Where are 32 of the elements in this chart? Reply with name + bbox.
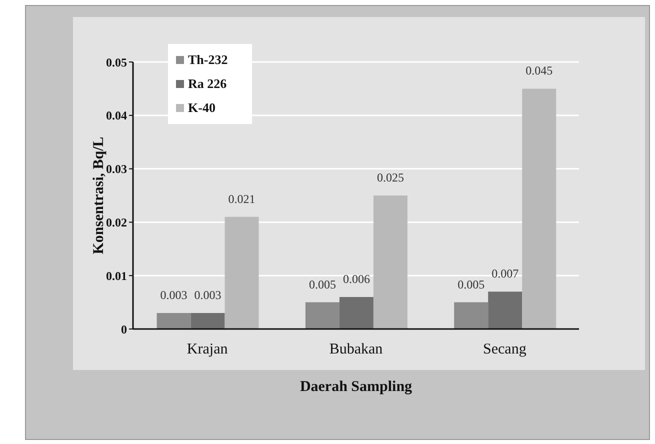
data-label: 0.005: [308, 277, 336, 292]
data-label: 0.005: [458, 277, 485, 292]
bar: [305, 302, 340, 329]
y-axis-title: Konsentrasi, Bq/L: [91, 136, 107, 254]
bar: [190, 312, 225, 329]
x-tick-label: Bubakan: [329, 342, 384, 358]
y-tick-label: 0.03: [106, 162, 127, 176]
y-tick-label: 0.05: [106, 55, 127, 70]
bar: [339, 296, 374, 329]
data-label: 0.045: [526, 64, 553, 78]
legend-label: Ra 226: [188, 76, 227, 91]
data-label: 0.007: [492, 266, 519, 281]
y-tick-label: 0.01: [106, 268, 127, 283]
bar: [224, 216, 259, 329]
y-tick-label: 0: [121, 322, 127, 336]
bar: [522, 88, 556, 329]
data-label: 0.003: [160, 288, 188, 302]
legend-label: Th-232: [188, 52, 228, 67]
x-tick-label: Secang: [483, 342, 527, 358]
bar: [488, 292, 522, 329]
bar: [454, 302, 488, 329]
y-tick-label: 0.04: [106, 108, 127, 123]
data-label: 0.003: [194, 288, 222, 302]
bar: [373, 196, 408, 329]
data-label: 0.025: [376, 170, 404, 184]
data-label: 0.021: [228, 192, 256, 206]
bar: [156, 312, 191, 329]
y-tick-label: 0.02: [106, 215, 127, 230]
x-axis-title: Daerah Sampling: [300, 379, 413, 395]
x-tick-label: Krajan: [186, 342, 228, 358]
data-label: 0.006: [342, 272, 370, 286]
legend-label: K-40: [188, 100, 216, 115]
